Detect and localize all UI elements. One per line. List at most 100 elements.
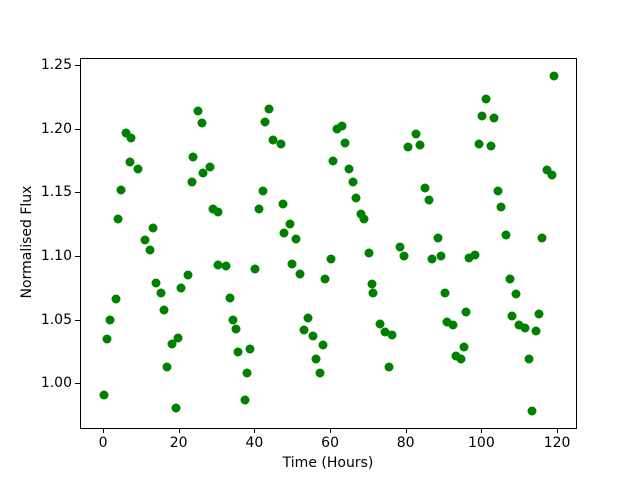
scatter-point	[359, 214, 369, 224]
scatter-point	[198, 168, 208, 178]
scatter-point	[308, 331, 318, 341]
scatter-point	[481, 94, 491, 104]
scatter-point	[303, 313, 313, 323]
scatter-point	[295, 269, 305, 279]
scatter-point	[477, 111, 487, 121]
scatter-point	[111, 294, 121, 304]
scatter-point	[459, 342, 469, 352]
scatter-point	[156, 288, 166, 298]
scatter-point	[436, 251, 446, 261]
y-axis-label: Normalised Flux	[19, 185, 35, 299]
x-tick-label: 40	[245, 435, 264, 451]
y-tick-mark	[75, 128, 80, 130]
scatter-point	[486, 141, 496, 151]
scatter-point	[162, 362, 172, 372]
y-tick-label: 1.25	[40, 57, 72, 74]
scatter-point	[276, 139, 286, 149]
scatter-point	[125, 157, 135, 167]
x-tick-mark	[330, 428, 332, 433]
scatter-point	[279, 228, 289, 238]
x-tick-label: 60	[321, 435, 339, 451]
scatter-point	[320, 274, 330, 284]
scatter-point	[348, 177, 358, 187]
scatter-point	[221, 261, 231, 271]
scatter-point	[505, 274, 515, 284]
scatter-point	[187, 177, 197, 187]
scatter-point	[395, 242, 405, 252]
scatter-point	[549, 71, 559, 81]
scatter-point	[140, 235, 150, 245]
scatter-point	[126, 133, 136, 143]
plot-area	[80, 58, 577, 429]
scatter-point	[527, 406, 537, 416]
scatter-point	[326, 254, 336, 264]
scatter-point	[368, 288, 378, 298]
scatter-point	[461, 307, 471, 317]
y-tick-mark	[75, 65, 80, 67]
y-tick-mark	[75, 383, 80, 384]
scatter-point	[344, 164, 354, 174]
scatter-point	[228, 315, 238, 325]
scatter-point	[514, 320, 524, 330]
scatter-point	[448, 320, 458, 330]
scatter-point	[337, 121, 347, 131]
scatter-point	[318, 340, 328, 350]
scatter-point	[524, 354, 534, 364]
x-axis-label: Time (Hours)	[282, 455, 374, 471]
scatter-point	[387, 330, 397, 340]
scatter-point	[159, 305, 169, 315]
y-tick-label: 1.10	[40, 247, 72, 264]
scatter-point	[121, 128, 131, 138]
scatter-point	[102, 334, 112, 344]
scatter-point	[375, 319, 385, 328]
scatter-point	[364, 248, 374, 258]
scatter-point	[456, 354, 466, 364]
scatter-point	[99, 390, 109, 400]
x-tick-label: 20	[169, 435, 188, 451]
scatter-point	[213, 207, 223, 217]
x-tick-label: 120	[543, 435, 571, 451]
scatter-point	[501, 230, 511, 240]
scatter-point	[250, 264, 260, 274]
scatter-point	[380, 327, 390, 337]
scatter-point	[197, 118, 207, 128]
scatter-point	[464, 253, 474, 263]
scatter-point	[547, 170, 557, 180]
scatter-point	[534, 309, 544, 319]
scatter-point	[287, 259, 297, 269]
scatter-point	[340, 138, 350, 148]
scatter-point	[424, 195, 434, 205]
scatter-point	[332, 124, 342, 134]
scatter-point	[440, 288, 450, 298]
scatter-point	[411, 129, 421, 139]
y-tick-mark	[75, 192, 80, 194]
scatter-point	[242, 368, 252, 378]
scatter-point	[213, 260, 223, 270]
scatter-point	[520, 323, 530, 333]
scatter-point	[208, 204, 218, 214]
scatter-point	[403, 142, 413, 152]
scatter-point	[233, 347, 243, 357]
scatter-point	[183, 270, 193, 280]
scatter-point	[311, 354, 321, 364]
x-tick-mark	[103, 428, 105, 433]
scatter-point	[470, 250, 480, 260]
scatter-point	[278, 199, 288, 209]
x-tick-mark	[405, 428, 407, 433]
scatter-point	[133, 164, 143, 174]
scatter-point	[240, 395, 250, 405]
scatter-point	[225, 293, 235, 303]
scatter-point	[231, 324, 241, 334]
scatter-point	[384, 362, 394, 372]
scatter-point	[427, 254, 437, 264]
x-tick-label: 0	[98, 435, 108, 451]
y-tick-label: 1.20	[40, 120, 72, 137]
scatter-point	[542, 165, 552, 175]
scatter-point	[264, 104, 274, 114]
scatter-point	[315, 368, 325, 378]
scatter-point	[489, 113, 499, 123]
scatter-point	[493, 186, 503, 196]
scatter-point	[442, 317, 452, 327]
scatter-point	[474, 139, 484, 149]
scatter-point	[258, 186, 268, 196]
